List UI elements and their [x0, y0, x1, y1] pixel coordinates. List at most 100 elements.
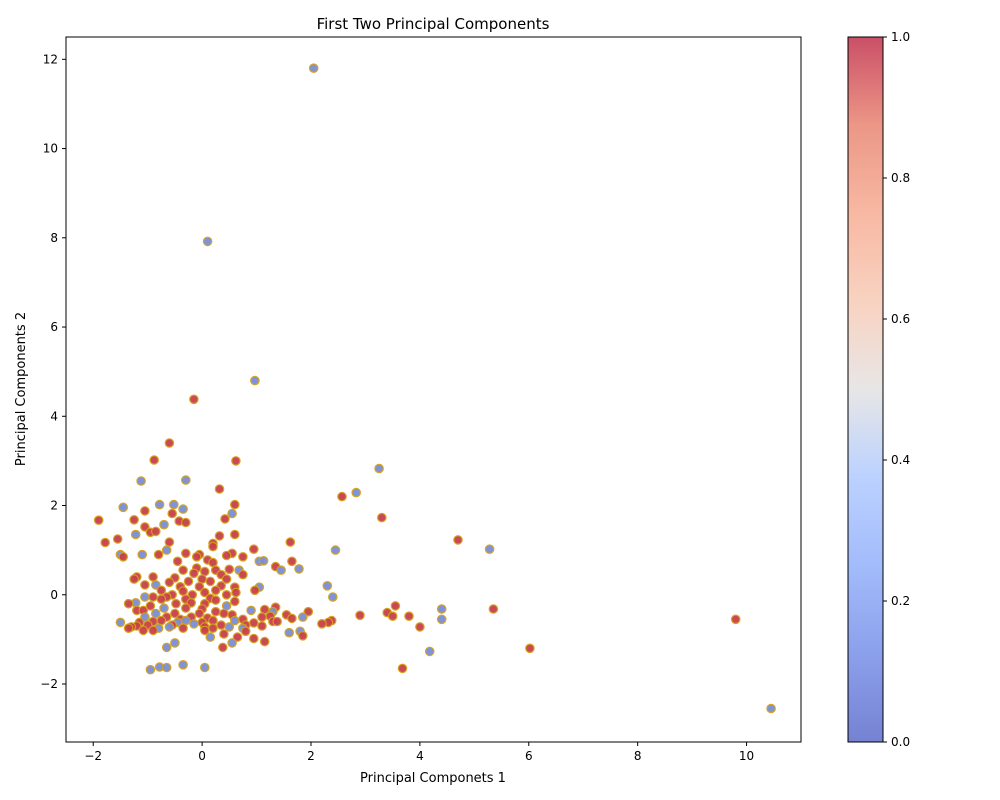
data-point — [240, 626, 251, 637]
data-point — [218, 642, 228, 653]
data-point — [112, 534, 123, 544]
data-point — [297, 630, 308, 641]
data-point — [230, 499, 240, 510]
data-point — [138, 625, 149, 636]
data-point — [200, 662, 210, 673]
data-point — [287, 613, 297, 624]
colorbar-tick-label: 0.2 — [891, 594, 910, 608]
y-axis-ticks: −2 0 2 4 6 8 10 12 — [40, 52, 66, 691]
data-point — [161, 662, 172, 673]
data-point — [238, 551, 248, 562]
data-point — [136, 476, 146, 486]
data-point — [148, 625, 158, 636]
data-point — [181, 475, 191, 485]
data-point — [322, 580, 333, 591]
data-point — [221, 589, 232, 600]
chart-title: First Two Principal Components — [317, 15, 550, 33]
data-point — [484, 544, 495, 554]
data-point — [272, 616, 282, 627]
data-point — [221, 550, 232, 561]
data-point — [250, 375, 260, 386]
data-point — [308, 63, 319, 73]
data-point — [145, 601, 156, 611]
data-point — [249, 544, 259, 554]
data-point — [194, 581, 205, 592]
data-point — [164, 438, 175, 448]
data-point — [191, 551, 202, 562]
data-point — [351, 487, 361, 498]
data-point — [210, 606, 221, 617]
x-tick-label: 4 — [416, 749, 424, 763]
data-point — [151, 526, 161, 537]
data-point — [453, 535, 463, 545]
data-point — [118, 551, 128, 562]
y-tick-label: 0 — [50, 588, 58, 602]
data-point — [436, 604, 447, 614]
data-point — [285, 537, 296, 547]
data-point — [219, 629, 229, 639]
data-point — [178, 586, 188, 596]
y-axis-label: Principal Components 2 — [14, 312, 29, 466]
data-point — [167, 508, 177, 519]
data-point — [231, 456, 241, 466]
data-point — [730, 614, 741, 625]
data-point — [297, 612, 308, 622]
data-point — [181, 548, 191, 559]
data-point — [149, 455, 159, 465]
data-point — [232, 632, 243, 642]
data-point — [178, 565, 188, 575]
data-point — [210, 595, 221, 605]
colorbar-frame — [847, 36, 884, 743]
data-point — [224, 564, 235, 575]
data-point — [317, 618, 327, 629]
data-point — [276, 565, 286, 575]
data-point — [159, 519, 169, 530]
colorbar-gradient — [848, 37, 883, 742]
data-point — [525, 643, 535, 654]
data-points — [93, 63, 776, 714]
data-point — [140, 580, 150, 590]
data-point — [238, 569, 248, 580]
data-point — [246, 605, 256, 616]
colorbar-tick-label: 0.0 — [891, 735, 910, 749]
data-point — [169, 499, 179, 510]
x-axis-label: Principal Componets 1 — [360, 771, 506, 786]
data-point — [93, 515, 104, 525]
colorbar-ticks: 0.0 0.2 0.4 0.6 0.8 1.0 — [883, 30, 910, 749]
data-point — [189, 568, 199, 579]
data-point — [161, 642, 172, 653]
data-point — [153, 549, 164, 560]
colorbar-tick-label: 0.6 — [891, 312, 910, 326]
data-point — [170, 638, 180, 648]
data-point — [115, 617, 126, 628]
x-tick-label: 8 — [634, 749, 642, 763]
data-point — [194, 608, 205, 619]
data-point — [397, 663, 408, 674]
data-point — [123, 623, 134, 633]
data-point — [257, 621, 267, 631]
data-point — [118, 502, 128, 513]
colorbar-tick-label: 0.4 — [891, 453, 910, 467]
data-point — [221, 574, 232, 584]
y-tick-label: 4 — [50, 409, 58, 423]
data-point — [178, 659, 188, 670]
data-point — [766, 703, 776, 714]
y-tick-label: −2 — [40, 677, 58, 691]
data-point — [137, 549, 147, 560]
data-point — [258, 555, 269, 566]
data-point — [224, 622, 235, 632]
data-point — [327, 592, 338, 602]
data-point — [294, 564, 304, 574]
data-point — [100, 537, 110, 548]
data-point — [183, 576, 194, 587]
x-tick-label: 0 — [198, 749, 206, 763]
data-point — [151, 608, 161, 619]
data-point — [424, 646, 435, 657]
data-point — [205, 632, 216, 642]
data-point — [210, 585, 221, 596]
data-point — [172, 556, 183, 567]
data-point — [415, 622, 425, 632]
data-point — [161, 545, 172, 555]
plot-area — [66, 37, 801, 742]
data-point — [189, 394, 199, 405]
